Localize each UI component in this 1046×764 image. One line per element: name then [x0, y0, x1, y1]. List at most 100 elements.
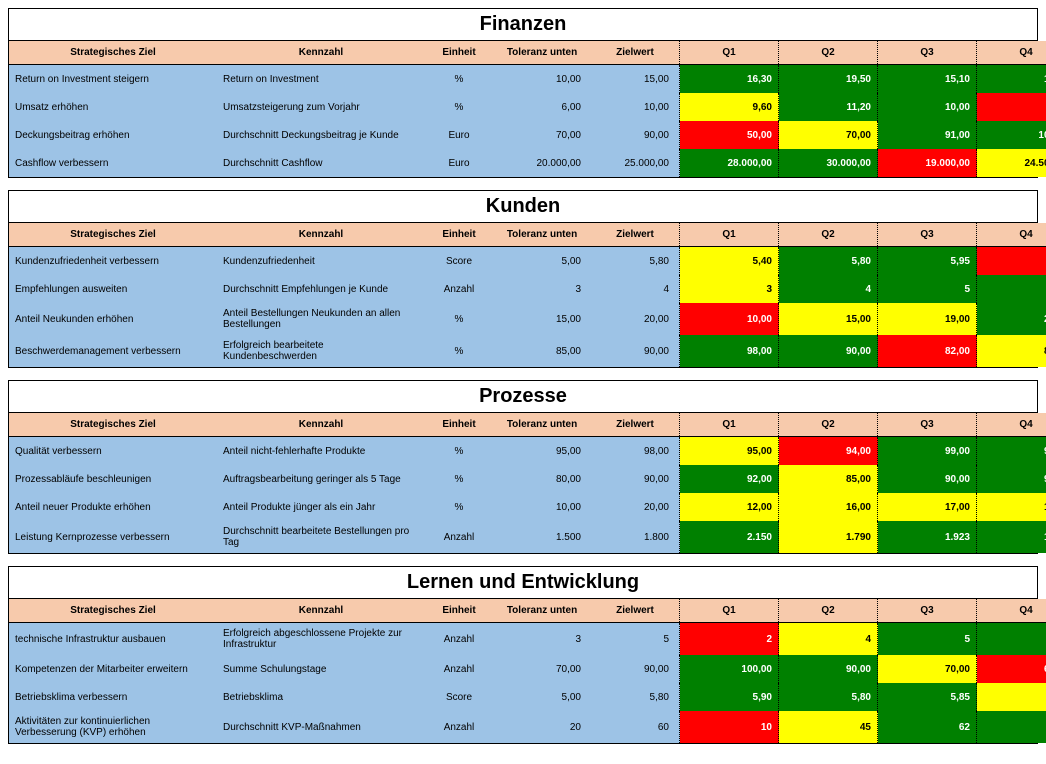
header-q2: Q2 — [779, 41, 878, 65]
cell-q1: 2.150 — [680, 521, 779, 553]
cell-toleranz: 5,00 — [493, 247, 591, 276]
cell-q1: 16,30 — [680, 65, 779, 94]
cell-ziel: Beschwerdemanagement verbessern — [9, 335, 217, 367]
cell-q3: 70,00 — [878, 655, 977, 683]
cell-zielwert: 25.000,00 — [591, 149, 680, 177]
cell-kennzahl: Durchschnitt Empfehlungen je Kunde — [217, 275, 425, 303]
cell-einheit: Anzahl — [425, 521, 493, 553]
cell-ziel: Leistung Kernprozesse verbessern — [9, 521, 217, 553]
cell-q4: 24.500,00 — [977, 149, 1046, 177]
cell-kennzahl: Return on Investment — [217, 65, 425, 94]
cell-kennzahl: Anteil nicht-fehlerhafte Produkte — [217, 437, 425, 466]
header-q1: Q1 — [680, 413, 779, 437]
table-row: Prozessabläufe beschleunigenAuftragsbear… — [9, 465, 1046, 493]
cell-kennzahl: Durchschnitt bearbeitete Bestellungen pr… — [217, 521, 425, 553]
cell-q2: 5,80 — [779, 247, 878, 276]
cell-q3: 10,00 — [878, 93, 977, 121]
cell-q2: 70,00 — [779, 121, 878, 149]
header-q3: Q3 — [878, 223, 977, 247]
cell-toleranz: 3 — [493, 623, 591, 656]
table-row: Aktivitäten zur kontinuierlichen Verbess… — [9, 711, 1046, 743]
cell-einheit: % — [425, 335, 493, 367]
cell-kennzahl: Durchschnitt Deckungsbeitrag je Kunde — [217, 121, 425, 149]
cell-einheit: % — [425, 303, 493, 335]
table-row: Qualität verbessernAnteil nicht-fehlerha… — [9, 437, 1046, 466]
cell-q3: 17,00 — [878, 493, 977, 521]
header-q3: Q3 — [878, 599, 977, 623]
cell-toleranz: 1.500 — [493, 521, 591, 553]
cell-q4: 60,00 — [977, 655, 1046, 683]
cell-kennzahl: Betriebsklima — [217, 683, 425, 711]
cell-q3: 19,00 — [878, 303, 977, 335]
cell-q1: 92,00 — [680, 465, 779, 493]
cell-q3: 62 — [878, 711, 977, 743]
cell-q2: 4 — [779, 275, 878, 303]
cell-q4: 60 — [977, 711, 1046, 743]
cell-q1: 3 — [680, 275, 779, 303]
cell-q3: 5,95 — [878, 247, 977, 276]
cell-q2: 15,00 — [779, 303, 878, 335]
cell-q4: 4 — [977, 275, 1046, 303]
header-kennzahl: Kennzahl — [217, 413, 425, 437]
cell-q2: 30.000,00 — [779, 149, 878, 177]
cell-einheit: Anzahl — [425, 711, 493, 743]
cell-zielwert: 15,00 — [591, 65, 680, 94]
cell-ziel: Kompetenzen der Mitarbeiter erweitern — [9, 655, 217, 683]
header-q4: Q4 — [977, 599, 1046, 623]
header-q2: Q2 — [779, 413, 878, 437]
header-q4: Q4 — [977, 41, 1046, 65]
cell-ziel: Empfehlungen ausweiten — [9, 275, 217, 303]
cell-ziel: technische Infrastruktur ausbauen — [9, 623, 217, 656]
table-row: Anteil Neukunden erhöhenAnteil Bestellun… — [9, 303, 1046, 335]
header-ziel: Strategisches Ziel — [9, 599, 217, 623]
cell-ziel: Prozessabläufe beschleunigen — [9, 465, 217, 493]
cell-zielwert: 90,00 — [591, 335, 680, 367]
cell-q4: 100,00 — [977, 121, 1046, 149]
scorecard-section: Lernen und EntwicklungStrategisches Ziel… — [8, 566, 1038, 744]
cell-einheit: Anzahl — [425, 655, 493, 683]
header-ziel: Strategisches Ziel — [9, 413, 217, 437]
cell-q1: 10 — [680, 711, 779, 743]
cell-zielwert: 5,80 — [591, 683, 680, 711]
cell-q2: 45 — [779, 711, 878, 743]
cell-q4: 1.879 — [977, 521, 1046, 553]
header-zielwert: Zielwert — [591, 599, 680, 623]
cell-toleranz: 20.000,00 — [493, 149, 591, 177]
cell-q4: 5,80 — [977, 93, 1046, 121]
cell-q3: 5 — [878, 623, 977, 656]
cell-zielwert: 98,00 — [591, 437, 680, 466]
header-q1: Q1 — [680, 599, 779, 623]
table-row: Deckungsbeitrag erhöhenDurchschnitt Deck… — [9, 121, 1046, 149]
cell-q1: 5,90 — [680, 683, 779, 711]
cell-einheit: % — [425, 93, 493, 121]
cell-kennzahl: Durchschnitt Cashflow — [217, 149, 425, 177]
cell-q4: 99,00 — [977, 437, 1046, 466]
cell-ziel: Qualität verbessern — [9, 437, 217, 466]
cell-q2: 1.790 — [779, 521, 878, 553]
cell-q2: 94,00 — [779, 437, 878, 466]
header-ziel: Strategisches Ziel — [9, 41, 217, 65]
cell-q3: 82,00 — [878, 335, 977, 367]
cell-toleranz: 70,00 — [493, 655, 591, 683]
header-zielwert: Zielwert — [591, 223, 680, 247]
cell-einheit: % — [425, 465, 493, 493]
header-toleranz: Toleranz unten — [493, 599, 591, 623]
cell-kennzahl: Auftragsbearbeitung geringer als 5 Tage — [217, 465, 425, 493]
header-toleranz: Toleranz unten — [493, 413, 591, 437]
cell-toleranz: 3 — [493, 275, 591, 303]
cell-q3: 5 — [878, 275, 977, 303]
header-zielwert: Zielwert — [591, 41, 680, 65]
header-kennzahl: Kennzahl — [217, 41, 425, 65]
table-row: technische Infrastruktur ausbauenErfolgr… — [9, 623, 1046, 656]
cell-q4: 5,50 — [977, 683, 1046, 711]
header-q1: Q1 — [680, 41, 779, 65]
table-row: Betriebsklima verbessernBetriebsklimaSco… — [9, 683, 1046, 711]
cell-kennzahl: Anteil Produkte jünger als ein Jahr — [217, 493, 425, 521]
cell-toleranz: 95,00 — [493, 437, 591, 466]
cell-ziel: Cashflow verbessern — [9, 149, 217, 177]
cell-q1: 100,00 — [680, 655, 779, 683]
header-zielwert: Zielwert — [591, 413, 680, 437]
cell-ziel: Deckungsbeitrag erhöhen — [9, 121, 217, 149]
header-kennzahl: Kennzahl — [217, 599, 425, 623]
cell-q3: 91,00 — [878, 121, 977, 149]
